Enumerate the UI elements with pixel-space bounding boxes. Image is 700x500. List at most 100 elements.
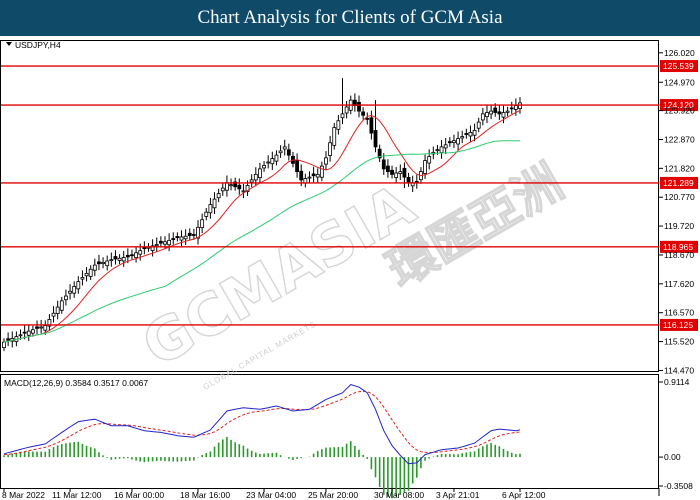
candle <box>394 167 399 183</box>
candle-body <box>225 182 229 191</box>
candle-body <box>18 334 23 337</box>
level-price-label: 118.965 <box>663 242 693 252</box>
price-tick-label: 122.870 <box>664 134 695 144</box>
candle <box>319 161 324 182</box>
candle <box>307 171 312 184</box>
candle-body <box>402 167 407 178</box>
candle-body <box>2 341 6 349</box>
candle-body <box>336 120 341 130</box>
candle <box>121 250 126 267</box>
candle <box>336 114 341 135</box>
candle <box>109 252 114 267</box>
candle-body <box>237 184 242 190</box>
candle <box>158 236 163 248</box>
macd-tick-label: 0.00 <box>664 452 681 462</box>
candle-body <box>394 172 399 178</box>
candle-body <box>505 110 510 113</box>
candle <box>365 112 370 125</box>
candle-body <box>253 173 258 181</box>
candle-body <box>299 170 304 181</box>
price-tick-label: 115.520 <box>664 337 694 347</box>
candle-body <box>43 325 48 331</box>
candle-body <box>324 157 328 165</box>
chart-canvas[interactable]: GCMASIA 環匯亞洲 GLOBAL CAPITAL MARKETS 125.… <box>0 36 700 500</box>
candle-body <box>51 312 56 317</box>
candle <box>249 174 254 188</box>
candle <box>274 150 279 166</box>
candle-body <box>212 198 217 209</box>
candle-body <box>26 330 31 336</box>
price-tick-label: 119.720 <box>664 221 694 231</box>
candle <box>76 276 81 294</box>
candle <box>344 101 349 119</box>
candle-body <box>258 168 262 179</box>
level-price-tag <box>660 240 698 253</box>
candle <box>398 164 403 180</box>
candle-body <box>489 110 494 115</box>
candle-body <box>183 235 188 240</box>
candle-body <box>365 117 370 120</box>
candle-body <box>456 138 460 145</box>
candle-body <box>97 261 101 265</box>
candle <box>26 324 31 342</box>
candle <box>187 228 192 241</box>
level-price-label: 125.539 <box>663 61 694 71</box>
candle-body <box>121 257 126 262</box>
candle-body <box>274 154 279 162</box>
time-tick-label: 3 Apr 21:01 <box>436 490 480 500</box>
candle <box>452 134 456 148</box>
candle <box>171 232 176 245</box>
candle-body <box>480 113 485 121</box>
candle-body <box>386 165 390 173</box>
moving-averages-layer <box>3 109 521 343</box>
candle-body <box>76 281 81 290</box>
candle-body <box>109 259 114 262</box>
candle <box>175 232 180 242</box>
candle <box>84 267 89 282</box>
candle <box>286 143 291 161</box>
candle-body <box>311 173 316 177</box>
candle-body <box>204 211 209 217</box>
candle-body <box>92 264 97 271</box>
price-tick-label: 114.470 <box>664 365 694 375</box>
candle <box>183 229 188 246</box>
candle-body <box>315 173 320 178</box>
candle <box>340 78 345 125</box>
candle-body <box>270 158 275 165</box>
candle <box>97 254 101 271</box>
candle-body <box>468 132 473 137</box>
candle <box>105 255 110 271</box>
candle <box>332 122 337 150</box>
candle-body <box>319 165 324 178</box>
caret-down-icon[interactable] <box>6 42 12 46</box>
candle-body <box>447 141 452 144</box>
candle-body <box>340 113 345 119</box>
macd-label: MACD(12,26,9) 0.3584 0.3517 0.0067 <box>4 378 148 388</box>
candle-body <box>485 112 489 118</box>
candle <box>262 161 266 172</box>
candle <box>266 155 271 169</box>
candle <box>191 228 196 240</box>
candle <box>373 100 378 153</box>
candle-body <box>249 179 254 183</box>
candle-body <box>196 226 200 239</box>
price-panel-frame <box>0 40 659 372</box>
candle <box>386 159 390 178</box>
level-price-label: 124.120 <box>663 100 694 110</box>
candle-body <box>497 111 502 115</box>
candle-body <box>154 244 159 247</box>
candle-body <box>167 239 172 246</box>
candle-body <box>35 326 39 329</box>
time-tick-label: 6 Apr 12:00 <box>502 490 546 500</box>
price-tick-label: 116.570 <box>664 308 694 318</box>
candle-body <box>6 338 11 341</box>
candle <box>241 183 246 199</box>
candle-body <box>501 112 506 118</box>
candle-body <box>493 107 498 113</box>
candle <box>92 258 97 277</box>
candle <box>270 151 275 170</box>
level-price-tag <box>660 318 698 331</box>
candle-body <box>357 101 361 112</box>
candle <box>258 162 262 184</box>
candle <box>72 281 77 298</box>
